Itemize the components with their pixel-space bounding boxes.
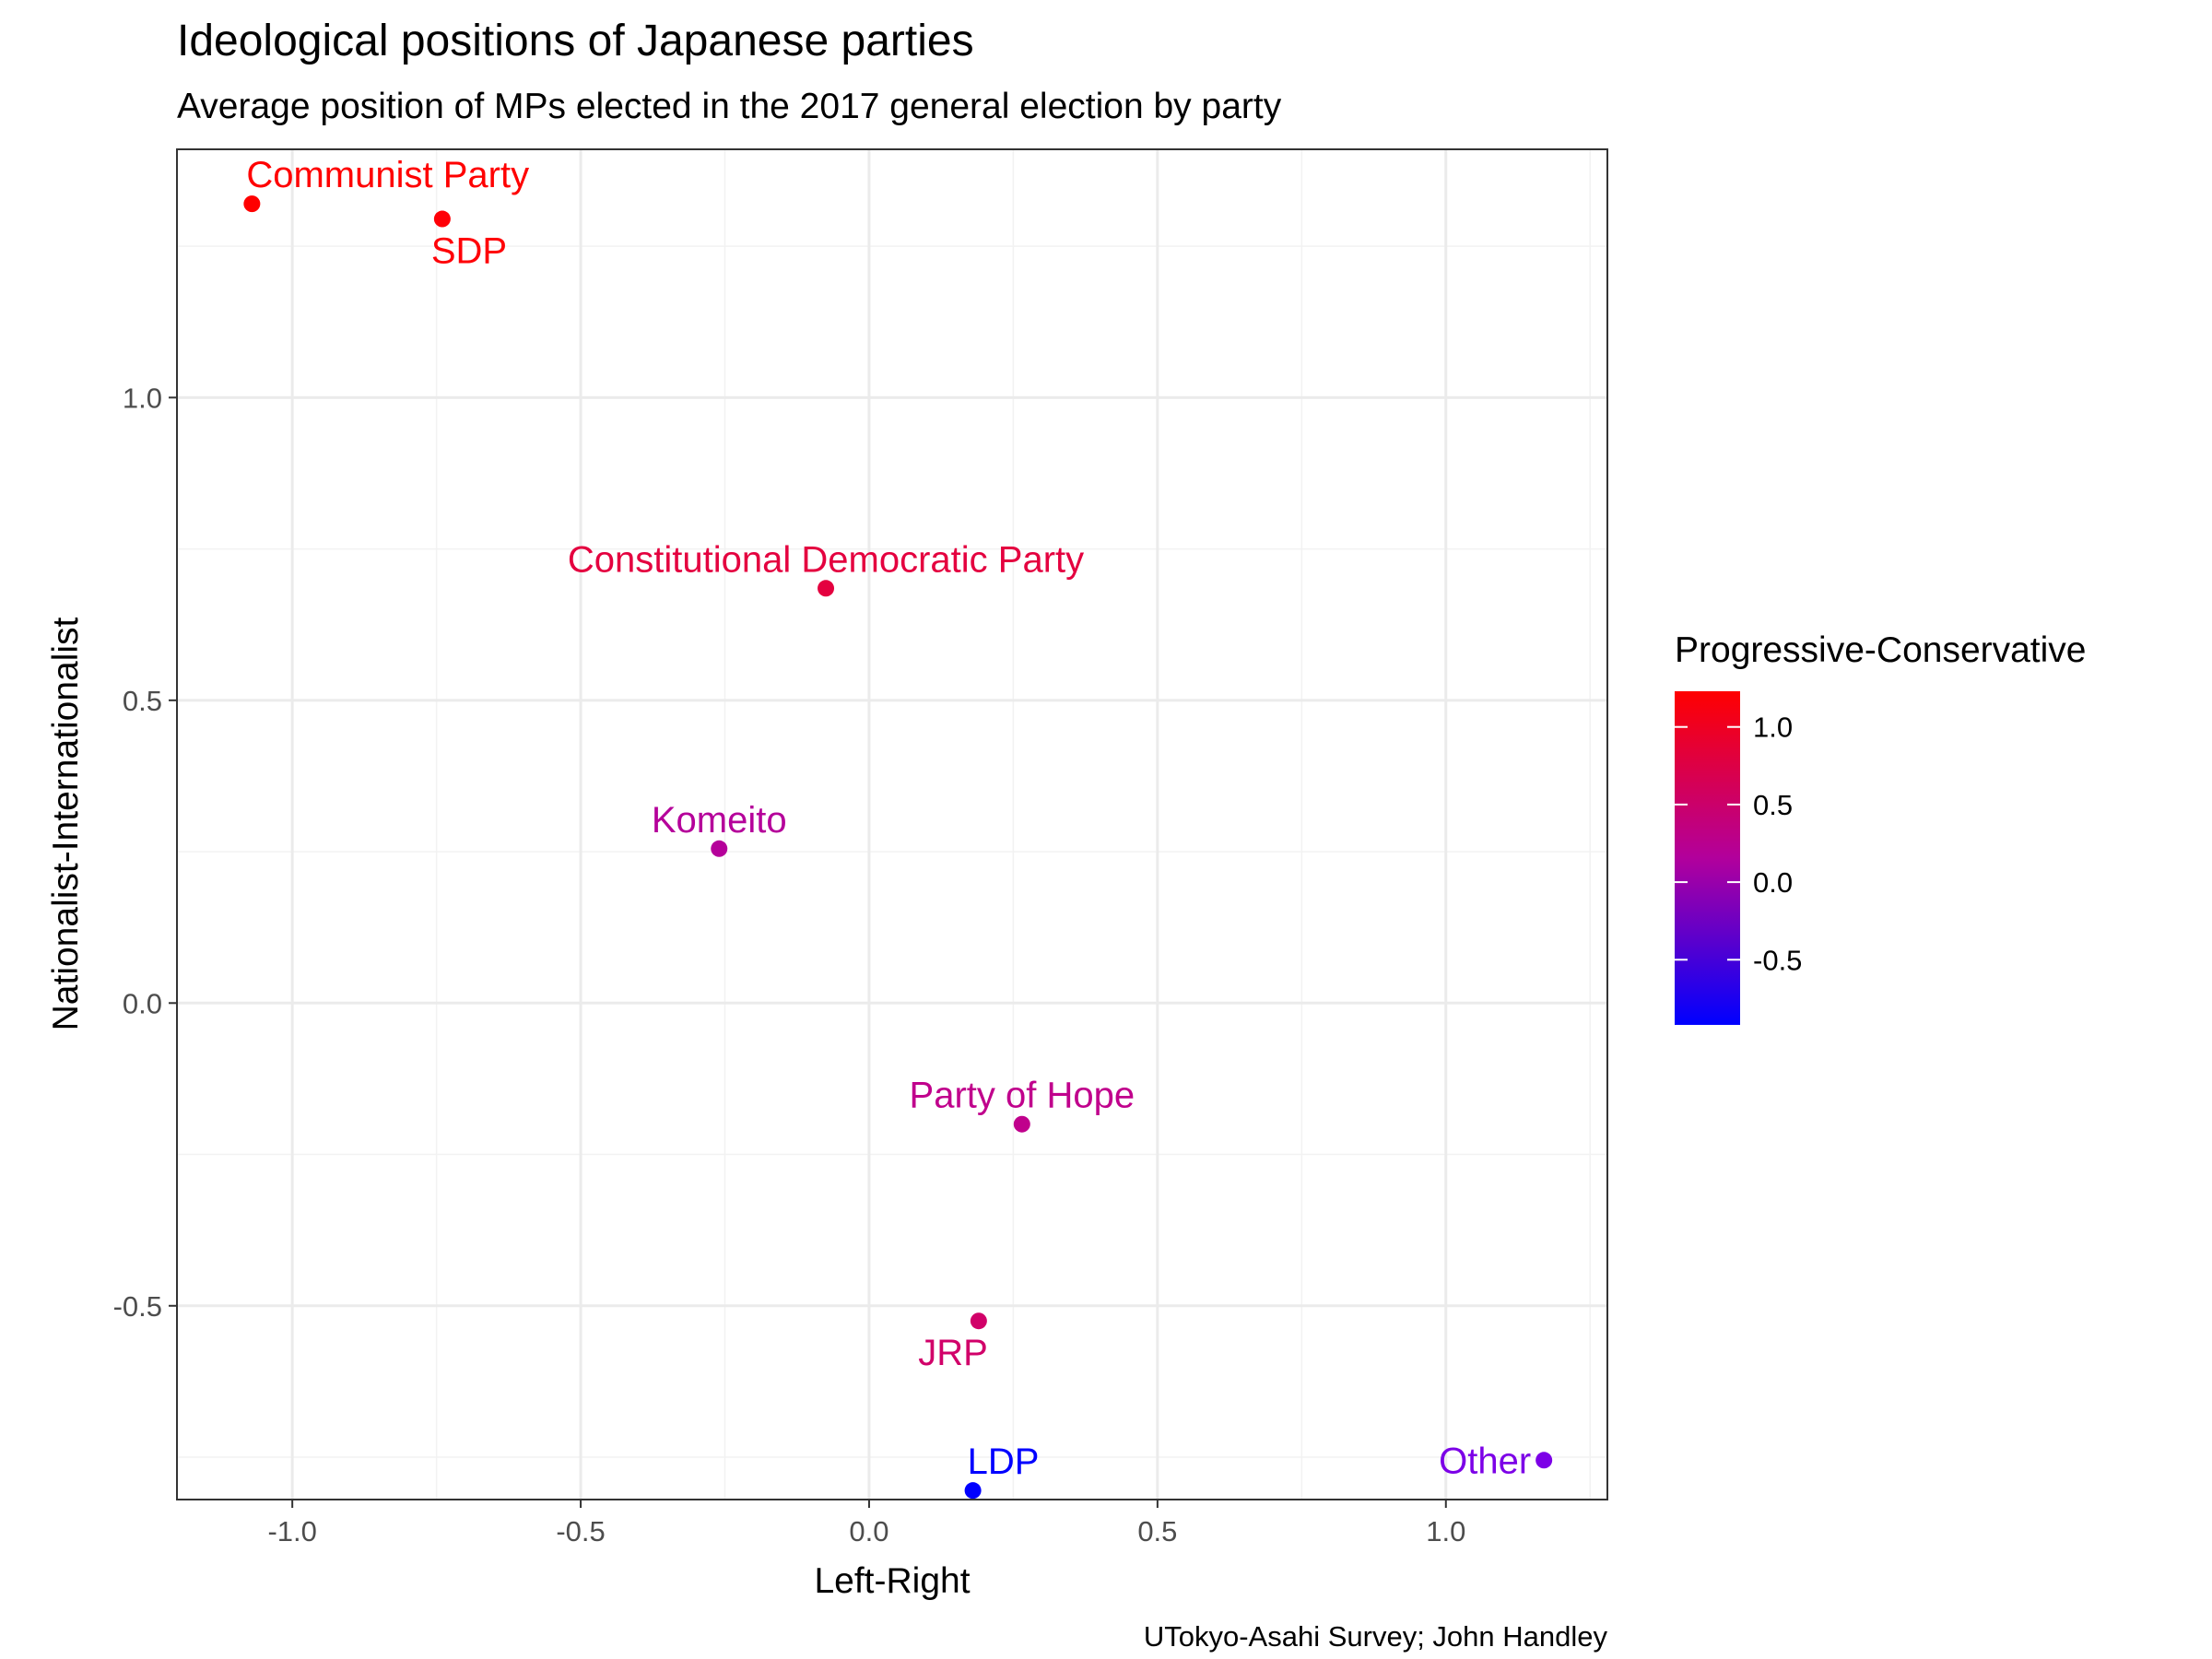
legend-title: Progressive-Conservative bbox=[1675, 630, 2087, 670]
y-tick-label: -0.5 bbox=[113, 1290, 162, 1323]
point-label: LDP bbox=[968, 1441, 1040, 1482]
points-layer bbox=[243, 195, 1553, 1500]
y-axis: -0.5 0.0 0.5 1.0 bbox=[113, 382, 177, 1323]
y-tick-label: 1.0 bbox=[123, 382, 162, 414]
chart-title: Ideological positions of Japanese partie… bbox=[177, 17, 974, 65]
point-label: SDP bbox=[431, 231, 507, 272]
data-point bbox=[970, 1312, 987, 1330]
data-point bbox=[1013, 1115, 1030, 1133]
x-tick-label: 1.0 bbox=[1426, 1515, 1465, 1547]
data-point bbox=[818, 580, 835, 597]
legend-tick-label: 0.0 bbox=[1753, 866, 1793, 899]
legend-tick-label: 1.0 bbox=[1753, 712, 1793, 744]
x-tick-label: 0.5 bbox=[1137, 1515, 1177, 1547]
legend-tick-label: 0.5 bbox=[1753, 789, 1793, 821]
y-tick-label: 0.0 bbox=[123, 987, 162, 1019]
plot-border bbox=[176, 148, 1608, 1500]
x-tick-label: -1.0 bbox=[267, 1515, 316, 1547]
data-point bbox=[243, 195, 261, 213]
x-tick-label: 0.0 bbox=[849, 1515, 888, 1547]
colorbar bbox=[1675, 691, 1740, 1025]
point-label: Other bbox=[1439, 1441, 1531, 1481]
point-label: Constitutional Democratic Party bbox=[568, 539, 1084, 580]
x-axis: -1.0 -0.5 0.0 0.5 1.0 bbox=[267, 1500, 1465, 1547]
chart-caption: UTokyo-Asahi Survey; John Handley bbox=[1144, 1620, 1608, 1653]
point-label: Party of Hope bbox=[910, 1076, 1135, 1116]
grid-minor bbox=[177, 149, 1607, 1500]
point-labels-layer: Communist Party SDP Constitutional Democra… bbox=[246, 155, 1531, 1482]
point-label: Komeito bbox=[652, 800, 787, 841]
data-point bbox=[433, 210, 451, 228]
colorbar-ticks: 1.0 0.5 0.0 -0.5 bbox=[1675, 712, 1802, 976]
chart-subtitle: Average position of MPs elected in the 2… bbox=[177, 87, 1282, 126]
x-axis-title: Left-Right bbox=[814, 1561, 970, 1601]
grid-major bbox=[177, 149, 1607, 1500]
legend-tick-label: -0.5 bbox=[1753, 944, 1802, 976]
y-tick-label: 0.5 bbox=[123, 685, 162, 717]
data-point bbox=[711, 840, 728, 857]
data-point bbox=[964, 1482, 982, 1500]
color-legend: Progressive-Conservative 1.0 0.5 0.0 -0.5 bbox=[1675, 630, 2087, 1025]
data-point bbox=[1535, 1452, 1553, 1469]
y-axis-title: Nationalist-Internationalist bbox=[46, 617, 86, 1030]
plot-panel bbox=[177, 149, 1607, 1500]
point-label: JRP bbox=[918, 1333, 988, 1373]
point-label: Communist Party bbox=[246, 155, 529, 195]
x-tick-label: -0.5 bbox=[556, 1515, 605, 1547]
